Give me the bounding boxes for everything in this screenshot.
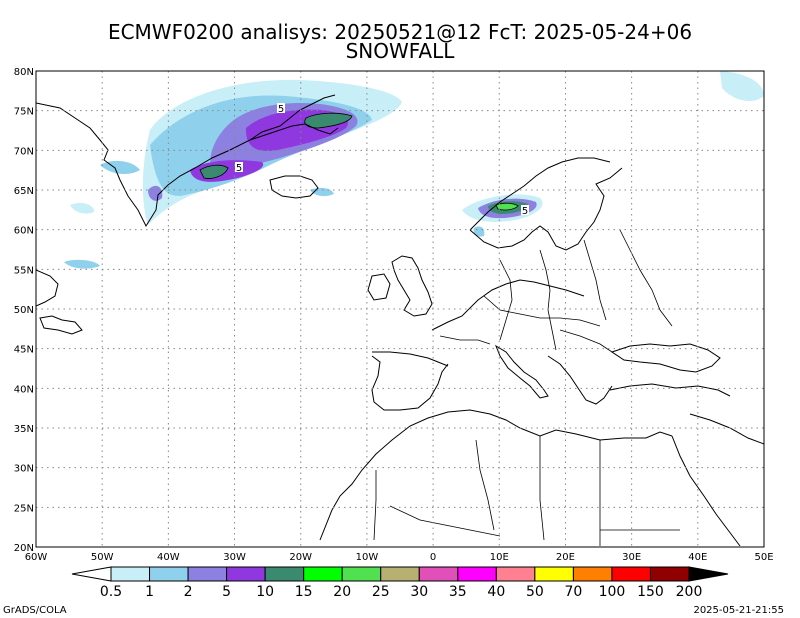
colorbar-label: 40 xyxy=(487,584,505,600)
latitude-label: 70N xyxy=(14,146,34,157)
colorbar-label: 1 xyxy=(145,584,154,600)
colorbar-swatch xyxy=(611,566,651,582)
colorbar-swatch xyxy=(649,566,690,582)
colorbar-label: 150 xyxy=(637,584,664,600)
longitude-label: 0 xyxy=(430,552,436,563)
colorbar-swatch xyxy=(380,566,420,582)
latitude-label: 30N xyxy=(14,464,34,475)
colorbar-swatch xyxy=(534,566,574,582)
latitude-label: 35N xyxy=(14,424,34,435)
footer-timestamp: 2025-05-21-21:55 xyxy=(693,605,784,616)
latitude-label: 80N xyxy=(14,67,34,78)
colorbar-max-arrow xyxy=(688,566,729,582)
longitude-labels: 60W 50W 40W 30W 20W 10W 0 10E 20E 30E 40E 50E xyxy=(25,552,774,563)
latitude-label: 65N xyxy=(14,186,34,197)
longitude-label: 40W xyxy=(157,552,180,563)
longitude-label: 50E xyxy=(754,552,773,563)
longitude-label: 20E xyxy=(556,552,575,563)
colorbar-label: 30 xyxy=(410,584,428,600)
colorbar-swatch xyxy=(264,566,305,582)
latitude-label: 20N xyxy=(14,543,34,554)
map-title: ECMWF0200 analisys: 20250521@12 FcT: 202… xyxy=(108,20,692,44)
longitude-label: 10E xyxy=(490,552,509,563)
colorbar-label: 20 xyxy=(333,584,351,600)
latitude-labels: 80N 75N 70N 65N 60N 55N 50N 45N 40N 35N 30N 25N 20N xyxy=(14,67,34,554)
graticule xyxy=(36,71,764,547)
latitude-label: 50N xyxy=(14,305,34,316)
snowfall-contours xyxy=(199,112,519,211)
longitude-label: 20W xyxy=(289,552,312,563)
colorbar-label: 25 xyxy=(372,584,390,600)
contour-label-group: 5 5 5 xyxy=(235,103,529,217)
colorbar-swatch xyxy=(149,566,189,582)
colorbar-label: 2 xyxy=(184,584,193,600)
longitude-label: 30W xyxy=(223,552,246,563)
colorbar-swatch xyxy=(572,566,613,582)
colorbar-min-arrow xyxy=(71,566,112,582)
longitude-label: 10W xyxy=(356,552,379,563)
colorbar-label: 35 xyxy=(449,584,467,600)
longitude-label: 30E xyxy=(622,552,641,563)
colorbar-swatch xyxy=(226,566,266,582)
contour-label: 5 xyxy=(278,104,284,115)
colorbar-swatch xyxy=(418,566,459,582)
map-subtitle: SNOWFALL xyxy=(346,39,456,63)
coastlines xyxy=(36,94,764,547)
colorbar-swatch xyxy=(341,566,382,582)
latitude-label: 75N xyxy=(14,107,34,118)
latitude-label: 60N xyxy=(14,226,34,237)
colorbar-swatch xyxy=(303,566,343,582)
footer-credit: GrADS/COLA xyxy=(3,605,67,616)
colorbar-label: 15 xyxy=(295,584,313,600)
latitude-label: 55N xyxy=(14,265,34,276)
country-borders xyxy=(373,229,680,546)
colorbar-swatch xyxy=(187,566,228,582)
longitude-label: 40E xyxy=(688,552,707,563)
longitude-label: 50W xyxy=(91,552,114,563)
contour-label: 5 xyxy=(522,206,528,217)
map-frame xyxy=(35,70,765,548)
colorbar-label: 200 xyxy=(676,584,703,600)
colorbar-label: 50 xyxy=(526,584,544,600)
colorbar-label: 10 xyxy=(256,584,274,600)
latitude-label: 45N xyxy=(14,345,34,356)
latitude-label: 40N xyxy=(14,384,34,395)
contour-label: 5 xyxy=(236,163,242,174)
colorbar-label: 0.5 xyxy=(100,584,122,600)
colorbar-label: 70 xyxy=(564,584,582,600)
snowfall-shading-greenland xyxy=(64,71,764,269)
colorbar: 0.5 1 2 5 10 15 20 25 30 35 40 50 70 100 150 200 xyxy=(71,566,729,600)
colorbar-label: 100 xyxy=(599,584,626,600)
map-area xyxy=(36,71,764,547)
longitude-label: 60W xyxy=(25,552,48,563)
latitude-label: 25N xyxy=(14,503,34,514)
colorbar-swatch xyxy=(110,566,151,582)
colorbar-swatch xyxy=(495,566,536,582)
colorbar-label: 5 xyxy=(222,584,231,600)
colorbar-swatch xyxy=(457,566,497,582)
